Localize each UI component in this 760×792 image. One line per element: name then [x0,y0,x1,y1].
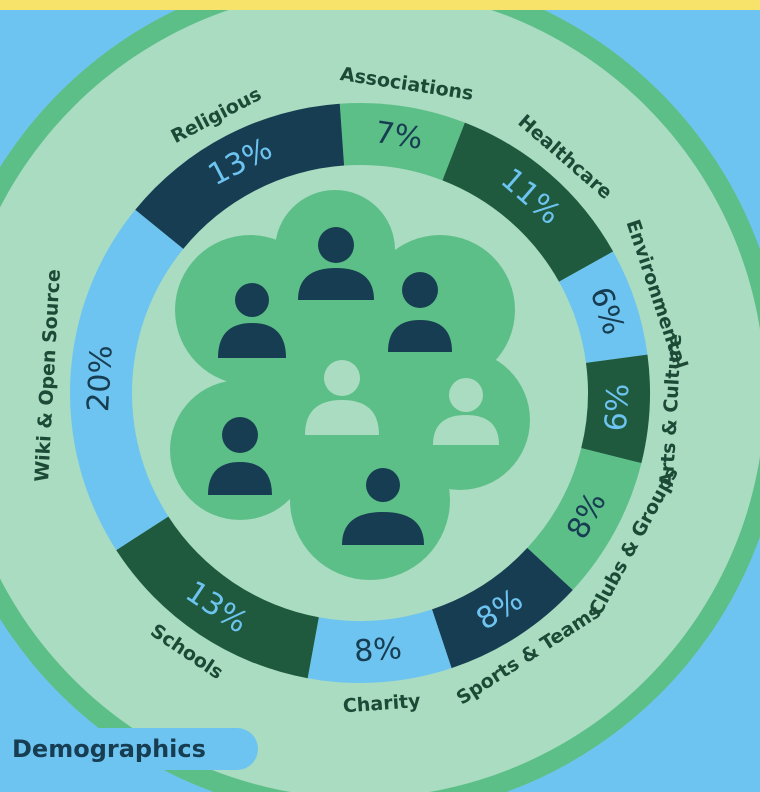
value-label: 20% [81,344,120,413]
chart: 7%Associations11%Healthcare6%Environment… [0,0,760,792]
value-label: 6% [599,383,637,432]
value-label: 8% [353,631,403,669]
top-strip [0,0,760,10]
caption: Demographics [12,735,206,763]
value-label: 7% [373,115,425,157]
